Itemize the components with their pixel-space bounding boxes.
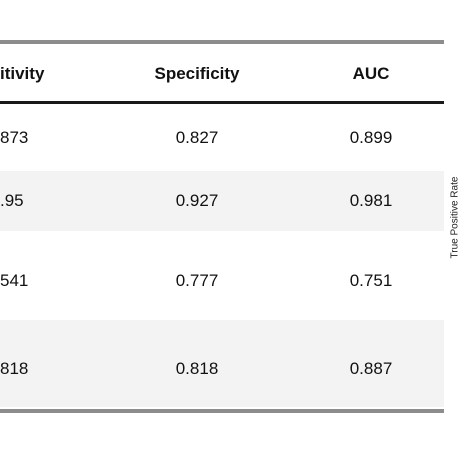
specificity-cell: 0.818 bbox=[175, 359, 219, 378]
specificity-cell: 0.927 bbox=[175, 191, 219, 210]
table-header-rule bbox=[0, 101, 444, 104]
table-row-shading bbox=[0, 171, 444, 231]
header-sensitivity: itivity bbox=[0, 64, 45, 83]
sensitivity-cell: 541 bbox=[0, 271, 29, 290]
auc-cell: 0.887 bbox=[349, 359, 393, 378]
auc-cell: 0.981 bbox=[349, 191, 393, 210]
header-auc: AUC bbox=[352, 64, 390, 83]
roc-y-axis-label: True Positive Rate bbox=[449, 176, 461, 259]
table-row-shading bbox=[0, 320, 444, 407]
specificity-cell: 0.777 bbox=[175, 271, 219, 290]
specificity-cell: 0.827 bbox=[175, 128, 219, 147]
table-bottom-rule bbox=[0, 409, 444, 413]
header-specificity: Specificity bbox=[154, 64, 240, 83]
table-top-rule bbox=[0, 40, 444, 44]
sensitivity-cell: 818 bbox=[0, 359, 29, 378]
auc-cell: 0.899 bbox=[349, 128, 393, 147]
auc-cell: 0.751 bbox=[349, 271, 393, 290]
sensitivity-cell: 873 bbox=[0, 128, 29, 147]
sensitivity-cell: .95 bbox=[0, 191, 24, 210]
